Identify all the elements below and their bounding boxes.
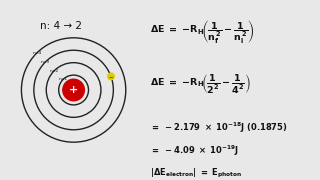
Circle shape	[63, 79, 84, 101]
Text: $\mathbf{=\ -2.179\ \times\ 10^{-18}J\ (0.1875)}$: $\mathbf{=\ -2.179\ \times\ 10^{-18}J\ (…	[150, 121, 287, 135]
Text: n=3: n=3	[41, 60, 50, 64]
Text: n: 4 → 2: n: 4 → 2	[40, 21, 82, 31]
Text: n=2: n=2	[50, 69, 59, 73]
Text: −: −	[109, 74, 113, 79]
Circle shape	[108, 73, 114, 80]
Text: $\mathbf{\Delta E\ =\ {-R_H}\!\left(\dfrac{1}{2^2}-\dfrac{1}{4^2}\right)}$: $\mathbf{\Delta E\ =\ {-R_H}\!\left(\dfr…	[150, 72, 251, 95]
Text: $\mathbf{|\Delta E_{electron}|\ =\ E_{photon}}$: $\mathbf{|\Delta E_{electron}|\ =\ E_{ph…	[150, 167, 242, 180]
Text: +: +	[69, 85, 78, 95]
Text: $\mathbf{=\ -4.09\ \times\ 10^{-19}J}$: $\mathbf{=\ -4.09\ \times\ 10^{-19}J}$	[150, 144, 239, 158]
Text: n=1: n=1	[59, 77, 68, 82]
Text: n=4: n=4	[32, 51, 41, 55]
Text: $\mathbf{\Delta E\ =\ {-R_H}\!\left(\dfrac{1}{n_f^{\,2}}-\dfrac{1}{n_i^{\,2}}\ri: $\mathbf{\Delta E\ =\ {-R_H}\!\left(\dfr…	[150, 18, 254, 45]
